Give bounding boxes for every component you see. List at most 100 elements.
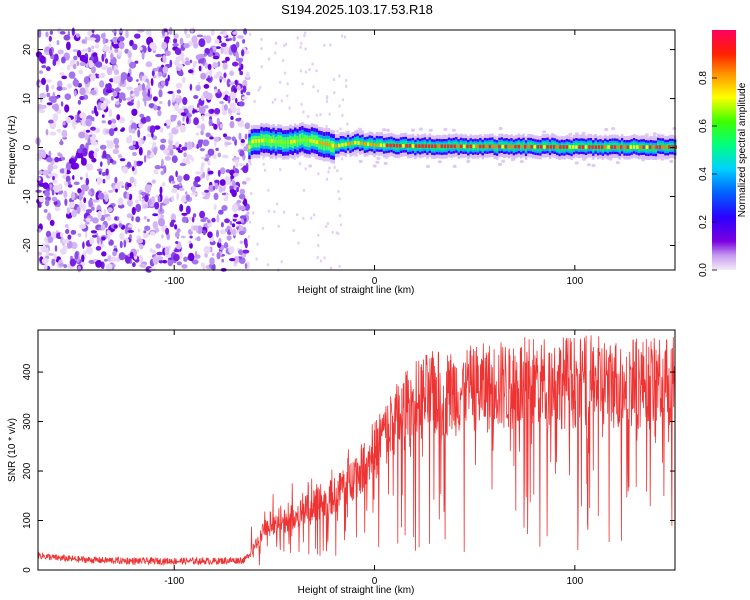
noise-cell	[48, 119, 54, 124]
noise-cell	[167, 74, 170, 82]
signal-core	[479, 144, 482, 149]
noise-cell	[102, 178, 106, 184]
noise-cell	[171, 188, 178, 194]
signal-core	[594, 145, 597, 149]
noise-cell	[220, 46, 224, 55]
noise-cell	[95, 246, 102, 251]
noise-cell	[216, 252, 221, 260]
noise-cell	[162, 259, 168, 264]
noise-cell	[91, 66, 96, 74]
noise-cell	[116, 75, 121, 84]
noise-cell	[60, 156, 66, 161]
noise-cell	[240, 218, 245, 224]
noise-cell	[217, 169, 221, 177]
noise-cell	[39, 92, 46, 99]
noise-cell	[198, 38, 206, 48]
noise-cell	[168, 26, 173, 35]
noise-cell	[358, 159, 363, 163]
signal-core	[344, 142, 347, 147]
noise-cell	[179, 204, 184, 212]
noise-cell	[219, 229, 226, 235]
noise-cell	[229, 221, 233, 226]
colorbar: 0.0 0.2 0.4 0.6 0.8 Normalized spectral ampl…	[698, 30, 748, 277]
noise-cell	[83, 76, 90, 84]
noise-cell	[300, 41, 303, 46]
noise-cell	[85, 246, 94, 255]
signal-core	[405, 144, 408, 148]
noise-cell	[143, 135, 146, 141]
noise-cell	[148, 198, 152, 206]
noise-cell	[100, 224, 106, 231]
noise-cell	[111, 119, 117, 124]
signal-core	[267, 138, 270, 143]
signal-core	[463, 144, 466, 149]
signal-cell	[474, 143, 477, 151]
signal-core	[325, 142, 328, 146]
noise-cell	[76, 206, 81, 215]
noise-cell	[70, 229, 77, 235]
signal-core	[376, 143, 379, 147]
signal-cell	[657, 142, 660, 150]
noise-cell	[49, 219, 55, 226]
noise-cell	[125, 226, 128, 235]
noise-cell	[119, 232, 125, 240]
noise-cell	[190, 224, 194, 232]
spectrogram-y-axis-title: Frequency (Hz)	[7, 116, 18, 185]
noise-cell	[147, 149, 151, 156]
noise-cell	[201, 162, 205, 167]
noise-cell	[41, 65, 47, 69]
noise-cell	[239, 70, 244, 76]
signal-core	[270, 139, 274, 143]
signal-cell	[416, 142, 420, 150]
colorbar-gradient	[712, 30, 736, 270]
y-tick-label: 300	[22, 413, 33, 430]
noise-cell	[418, 127, 423, 131]
noise-cell	[85, 209, 93, 214]
noise-cell	[77, 99, 82, 105]
signal-core	[514, 144, 517, 149]
noise-cell	[96, 168, 103, 172]
noise-cell	[230, 44, 238, 53]
noise-cell	[56, 80, 63, 88]
noise-cell	[139, 263, 147, 268]
noise-cell	[84, 230, 88, 239]
noise-cell	[199, 210, 206, 219]
noise-cell	[181, 216, 188, 223]
noise-cell	[101, 171, 107, 177]
noise-cell	[208, 184, 215, 192]
noise-cell	[229, 81, 236, 85]
noise-cell	[85, 48, 89, 52]
noise-cell	[65, 229, 70, 234]
noise-cell	[135, 203, 142, 213]
noise-cell	[75, 33, 80, 38]
noise-cell	[307, 114, 310, 119]
noise-cell	[92, 52, 98, 58]
noise-cell	[191, 192, 198, 196]
signal-core	[456, 144, 460, 149]
noise-cell	[78, 69, 83, 75]
noise-cell	[101, 65, 108, 70]
x-tick-label: 0	[372, 276, 378, 287]
noise-cell	[299, 69, 303, 73]
noise-cell	[87, 47, 92, 53]
noise-cell	[225, 142, 232, 146]
noise-cell	[107, 234, 111, 242]
noise-cell	[333, 91, 336, 95]
noise-cell	[189, 59, 193, 63]
noise-cell	[191, 259, 199, 265]
noise-cell	[74, 251, 79, 260]
noise-cell	[64, 224, 69, 228]
noise-cell	[242, 85, 247, 93]
noise-cell	[150, 78, 154, 86]
signal-core	[469, 144, 472, 149]
noise-cell	[235, 41, 240, 48]
noise-cell	[129, 61, 137, 69]
signal-cell	[435, 143, 439, 151]
signal-cell	[493, 143, 496, 151]
signal-core	[665, 145, 668, 149]
noise-cell	[60, 232, 63, 238]
signal-cell	[253, 135, 256, 148]
noise-cell	[317, 172, 320, 176]
noise-cell	[672, 126, 677, 131]
signal-core	[520, 144, 524, 149]
